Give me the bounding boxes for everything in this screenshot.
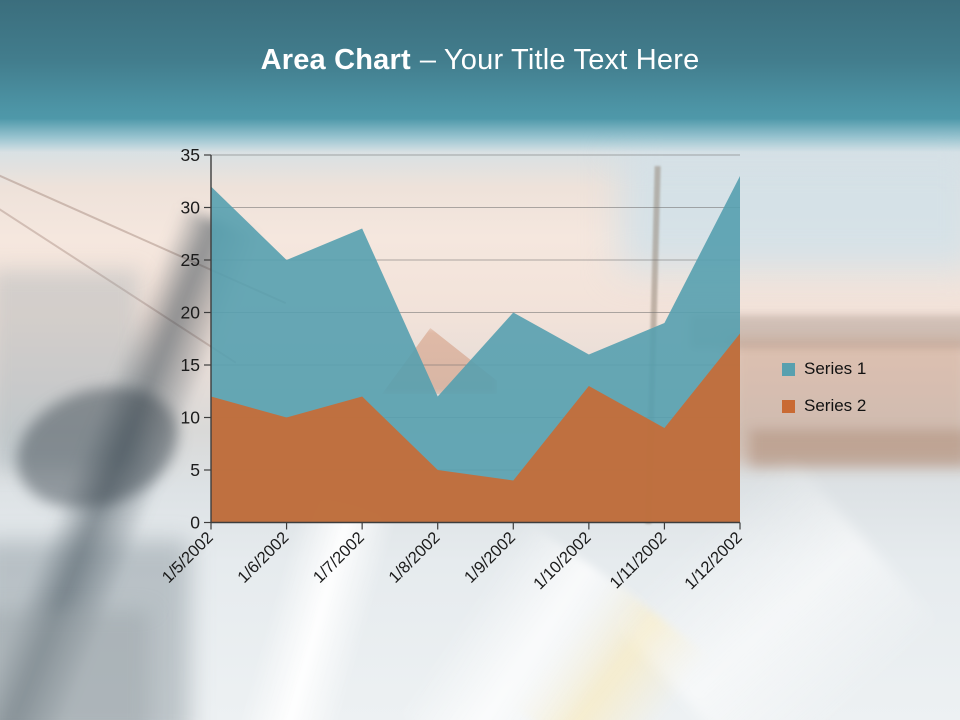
y-axis-label-30: 30 xyxy=(181,198,201,218)
header-band xyxy=(0,0,960,152)
x-axis-label: 1/11/2002 xyxy=(606,529,670,593)
legend-label: Series 2 xyxy=(804,396,867,415)
chart-legend: Series 1 Series 2 xyxy=(782,358,866,432)
y-axis-label-15: 15 xyxy=(181,355,200,375)
x-axis-label: 1/8/2002 xyxy=(385,529,443,587)
y-axis-label-35: 35 xyxy=(181,145,200,165)
photo-building xyxy=(730,340,960,465)
legend-swatch-icon xyxy=(782,399,795,413)
x-axis-label: 1/12/2002 xyxy=(681,529,746,594)
photo-cloud xyxy=(620,150,960,270)
title-regular-text: – Your Title Text Here xyxy=(419,44,700,76)
area-series-2 xyxy=(211,333,740,523)
photo-car-body xyxy=(0,540,190,720)
slide-title: Area Chart – Your Title Text Here xyxy=(0,44,960,77)
photo-road-edge xyxy=(0,610,150,720)
x-axis-label: 1/9/2002 xyxy=(461,529,519,587)
x-axis-label: 1/6/2002 xyxy=(234,529,292,587)
x-axis-label: 1/7/2002 xyxy=(310,529,368,587)
y-axis-label-5: 5 xyxy=(190,460,200,480)
x-axis-label: 1/10/2002 xyxy=(530,529,595,594)
y-axis-label-0: 0 xyxy=(190,513,200,533)
y-axis-label-20: 20 xyxy=(181,303,201,323)
y-axis-label-10: 10 xyxy=(181,408,201,428)
x-axis-label: 1/5/2002 xyxy=(159,529,217,587)
legend-item-series-1: Series 1 xyxy=(782,358,866,380)
title-bold-text: Area Chart xyxy=(260,44,411,76)
legend-swatch-icon xyxy=(782,362,795,376)
legend-label: Series 1 xyxy=(804,359,867,378)
y-axis-label-25: 25 xyxy=(181,250,200,270)
legend-item-series-2: Series 2 xyxy=(782,395,866,417)
